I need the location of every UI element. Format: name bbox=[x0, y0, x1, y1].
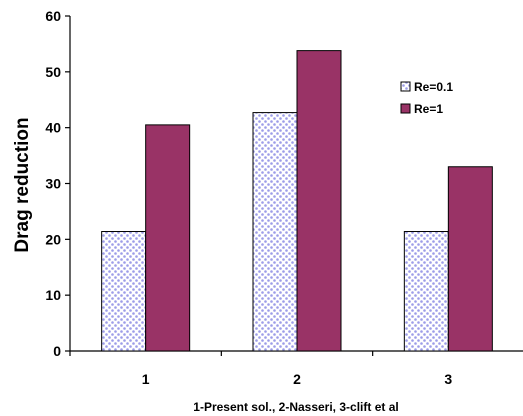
bar-re-1-cat-1 bbox=[145, 124, 191, 352]
bar-re-0-1-cat-3 bbox=[403, 231, 449, 352]
y-tick-label: 20 bbox=[45, 231, 61, 247]
x-tick-label: 2 bbox=[293, 371, 301, 387]
x-axis: 1 2 3 bbox=[69, 350, 523, 387]
x-axis-title: 1-Present sol., 2-Nasseri, 3-clift et al bbox=[193, 400, 398, 414]
bar-re-0-1-cat-2 bbox=[252, 112, 298, 352]
bar-re-1-cat-3 bbox=[447, 166, 493, 352]
legend: Re=0.1 Re=1 bbox=[400, 80, 453, 116]
bar-re-1-cat-2 bbox=[296, 50, 342, 352]
bars bbox=[101, 50, 493, 352]
legend-swatch bbox=[400, 81, 411, 92]
y-tick-label: 50 bbox=[45, 64, 61, 80]
legend-label: Re=1 bbox=[414, 102, 443, 116]
y-tick-label: 10 bbox=[45, 287, 61, 303]
y-tick-label: 30 bbox=[45, 176, 61, 192]
x-tick-label: 3 bbox=[444, 371, 452, 387]
y-tick-label: 60 bbox=[45, 8, 61, 24]
y-axis: 0 10 20 30 40 50 60 bbox=[45, 8, 71, 359]
legend-swatch bbox=[400, 103, 411, 114]
x-tick-label: 1 bbox=[142, 371, 150, 387]
legend-label: Re=0.1 bbox=[414, 80, 453, 94]
y-axis-title: Drag reduction bbox=[12, 117, 33, 252]
y-tick-label: 0 bbox=[53, 343, 61, 359]
y-tick-label: 40 bbox=[45, 120, 61, 136]
bar-re-0-1-cat-1 bbox=[101, 231, 147, 352]
